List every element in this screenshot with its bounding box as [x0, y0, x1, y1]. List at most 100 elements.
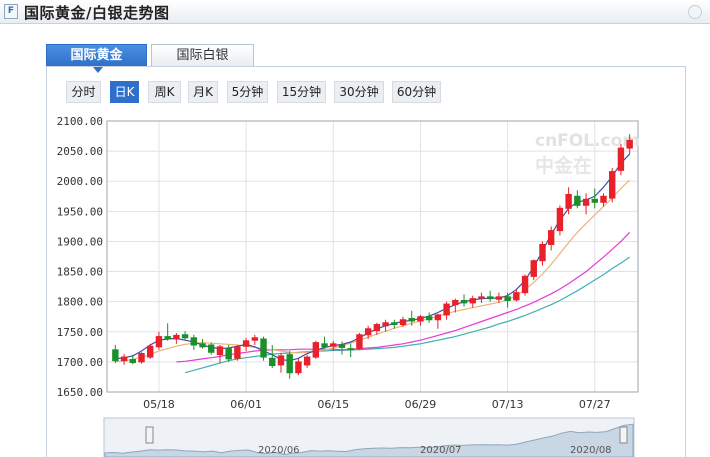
navigator-label-july: 2020/07 — [420, 445, 462, 456]
candle-down — [112, 345, 119, 364]
period-button-daily[interactable]: 日K — [110, 81, 139, 103]
window-control-icon[interactable] — [688, 5, 702, 19]
candle-body — [242, 340, 250, 347]
candle-up — [234, 345, 241, 361]
candle-up — [530, 259, 537, 280]
navigator-label-august: 2020/08 — [570, 445, 612, 456]
y-tick-label: 1750.00 — [57, 326, 103, 339]
candle-up — [173, 332, 180, 344]
candle-body — [513, 292, 520, 301]
candle-body — [347, 348, 354, 351]
y-tick-label: 2000.00 — [57, 175, 103, 188]
candle-up — [452, 298, 459, 313]
candle-body — [330, 343, 337, 347]
x-tick-label: 05/18 — [143, 398, 175, 411]
y-tick-label: 2050.00 — [57, 145, 103, 158]
watermark-brand: cnFOL.com — [535, 131, 640, 151]
candle-body — [460, 299, 468, 304]
period-button-weekly[interactable]: 周K — [148, 81, 181, 103]
candle-body — [190, 337, 198, 346]
candle-body — [312, 342, 320, 358]
ma5-line — [115, 153, 631, 362]
candle-body — [129, 358, 136, 363]
period-button-30min[interactable]: 30分钟 — [334, 81, 384, 103]
candle-up — [330, 340, 337, 352]
candle-up — [565, 187, 572, 215]
candle-body — [138, 352, 145, 363]
candle-up — [382, 319, 389, 332]
tab-international-silver[interactable]: 国际白银 — [151, 44, 254, 67]
candle-body — [199, 343, 206, 348]
candle-body — [269, 357, 276, 367]
candle-body — [565, 193, 572, 209]
candle-up — [478, 292, 485, 303]
candle-up — [216, 345, 224, 364]
candle-body — [434, 314, 442, 321]
candle-body — [120, 356, 128, 362]
candle-up — [539, 241, 546, 266]
candle-down — [408, 310, 415, 326]
candle-down — [486, 290, 494, 302]
candle-up — [356, 332, 363, 350]
period-button-monthly[interactable]: 月K — [188, 81, 218, 103]
candle-up — [251, 334, 259, 346]
candle-body — [338, 344, 346, 348]
x-tick-label: 06/01 — [230, 398, 262, 411]
candle-body — [425, 316, 433, 321]
candle-body — [626, 139, 633, 149]
candle-body — [382, 322, 389, 327]
candle-body — [495, 296, 503, 300]
x-tick-label: 06/29 — [405, 398, 437, 411]
candle-down — [391, 319, 398, 329]
candle-up — [120, 354, 128, 365]
candle-body — [443, 303, 450, 316]
candle-body — [286, 354, 293, 374]
period-button-timeshare[interactable]: 分时 — [66, 81, 101, 103]
range-navigator[interactable]: 2020/06 2020/07 2020/08 — [103, 417, 635, 457]
candle-body — [164, 336, 171, 340]
candle-body — [112, 349, 119, 362]
y-tick-label: 2100.00 — [57, 115, 103, 128]
candle-up — [443, 301, 450, 320]
navigator-right-handle[interactable] — [619, 426, 628, 444]
candle-up — [469, 295, 476, 308]
candle-body — [591, 198, 598, 203]
candle-up — [521, 274, 529, 296]
plot-area-border — [106, 120, 639, 393]
candle-body — [303, 356, 311, 366]
candle-body — [391, 322, 398, 326]
candle-down — [190, 334, 198, 350]
candle-body — [321, 343, 328, 348]
candle-body — [417, 316, 424, 322]
y-tick-label: 1650.00 — [57, 386, 103, 399]
y-tick-label: 1700.00 — [57, 356, 103, 369]
candle-body — [155, 336, 163, 348]
candle-body — [408, 318, 415, 322]
candle-up — [138, 352, 145, 364]
candle-up — [495, 292, 503, 303]
navigator-label-june: 2020/06 — [258, 445, 300, 456]
candle-body — [486, 296, 494, 300]
candle-body — [530, 260, 537, 277]
candle-body — [478, 296, 485, 299]
candle-down — [460, 294, 468, 307]
tab-international-gold[interactable]: 国际黄金 — [46, 44, 147, 73]
candle-body — [600, 195, 607, 203]
navigator-left-handle[interactable] — [145, 426, 154, 444]
candle-body — [234, 346, 241, 359]
title-bar: F 国际黄金/白银走势图 — [0, 0, 710, 24]
candle-body — [521, 275, 529, 294]
candle-down — [574, 190, 581, 209]
candle-body — [260, 338, 267, 358]
period-button-60min[interactable]: 60分钟 — [392, 81, 441, 103]
candle-body — [539, 243, 546, 262]
candle-body — [216, 346, 224, 356]
candle-body — [504, 296, 511, 301]
period-button-5min[interactable]: 5分钟 — [227, 81, 268, 103]
chart-panel — [46, 66, 686, 457]
navigator-area — [104, 423, 634, 457]
candle-body — [547, 230, 555, 245]
x-axis: 05/18 06/01 06/15 06/29 07/13 07/27 — [143, 398, 611, 411]
period-button-15min[interactable]: 15分钟 — [277, 81, 326, 103]
